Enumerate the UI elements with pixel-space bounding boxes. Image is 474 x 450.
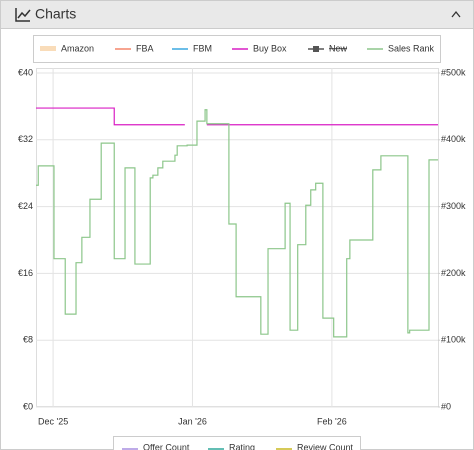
y-tick-label: €40 — [18, 67, 33, 77]
legend-label[interactable]: Buy Box — [253, 43, 287, 53]
legend-marker — [313, 46, 319, 52]
series-line — [36, 107, 185, 126]
y-tick-label: €8 — [23, 335, 33, 345]
legend-label[interactable]: New — [329, 43, 348, 53]
chart-icon — [15, 8, 31, 22]
legend-label[interactable]: FBA — [136, 43, 154, 53]
y2-tick-label: #0 — [441, 401, 451, 411]
panel-title: Charts — [35, 6, 76, 22]
y-tick-label: €32 — [18, 134, 33, 144]
lower-legend-box — [113, 436, 361, 450]
x-tick-label: Dec '25 — [38, 416, 68, 426]
y-tick-label: €16 — [18, 268, 33, 278]
legend-label: Rating — [229, 442, 255, 450]
panel-header[interactable] — [0, 0, 474, 29]
y2-tick-label: #400k — [441, 134, 466, 144]
x-tick-label: Jan '26 — [178, 416, 207, 426]
y2-tick-label: #200k — [441, 268, 466, 278]
series-line — [36, 109, 438, 338]
legend-label[interactable]: FBM — [193, 43, 212, 53]
x-tick-label: Feb '26 — [317, 416, 347, 426]
y2-tick-label: #500k — [441, 67, 466, 77]
y-tick-label: €0 — [23, 401, 33, 411]
legend-swatch — [40, 46, 56, 51]
legend-label: Offer Count — [143, 442, 190, 450]
legend-label: Review Count — [297, 442, 354, 450]
legend-label[interactable]: Amazon — [61, 43, 94, 53]
legend-label[interactable]: Sales Rank — [388, 43, 435, 53]
y-tick-label: €24 — [18, 201, 33, 211]
collapse-caret[interactable] — [451, 10, 461, 18]
y2-tick-label: #300k — [441, 201, 466, 211]
y2-tick-label: #100k — [441, 335, 466, 345]
